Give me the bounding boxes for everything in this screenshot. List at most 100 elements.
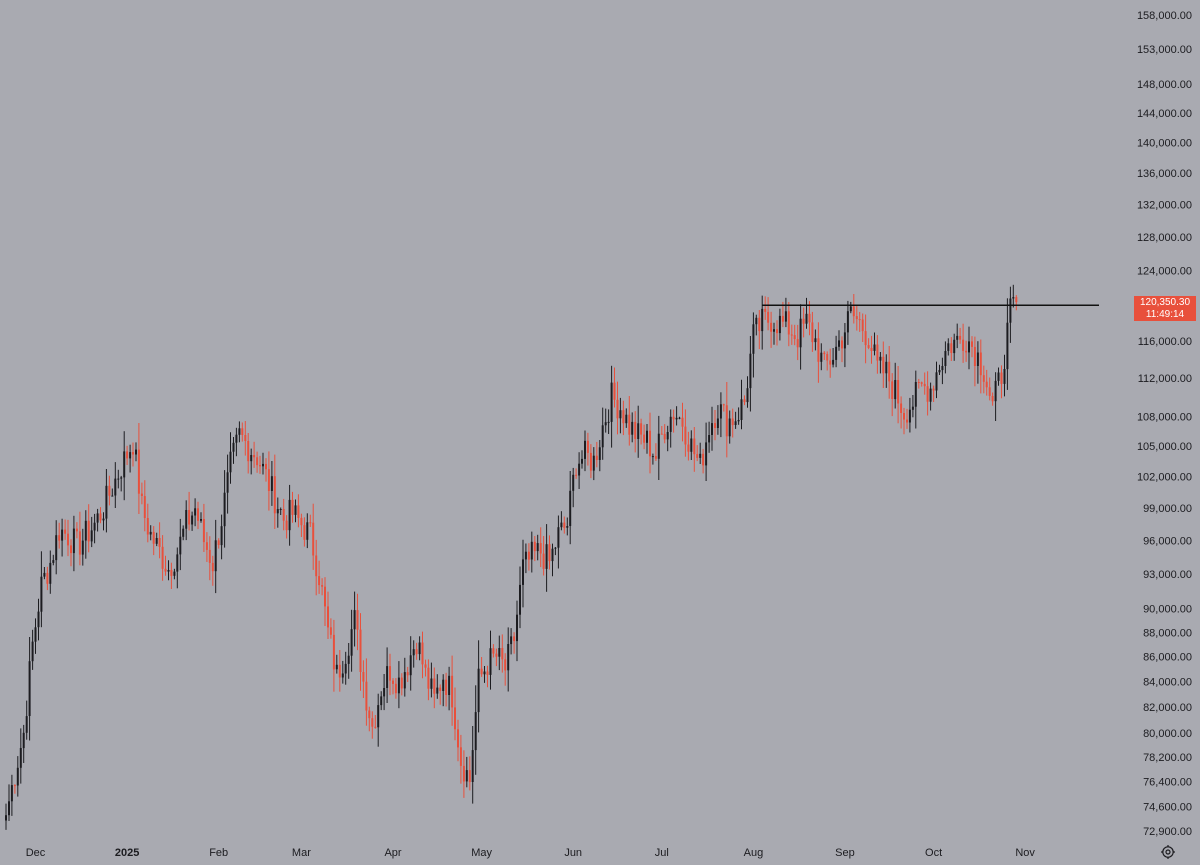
candle	[270, 461, 273, 506]
candle-body	[524, 551, 527, 560]
candle-body	[527, 551, 530, 560]
candle	[858, 311, 861, 332]
candle	[143, 480, 146, 532]
candle-body	[253, 455, 256, 458]
candle	[784, 297, 787, 328]
candle	[637, 405, 640, 458]
candle	[374, 715, 377, 729]
candle	[708, 421, 711, 453]
candle	[519, 566, 521, 629]
candle	[359, 613, 362, 691]
chart-settings-button[interactable]	[1160, 844, 1176, 860]
time-axis[interactable]: Dec 2025 Feb Mar Apr May Jun Jul Aug Sep Oct Nov	[26, 847, 1036, 859]
candle-body	[566, 526, 569, 528]
candle-body	[424, 664, 427, 668]
x-tick-label: Mar	[292, 847, 311, 859]
candle	[971, 336, 973, 358]
candle-body	[660, 433, 663, 435]
candle-body	[235, 434, 238, 443]
candle-body	[885, 361, 888, 374]
candle	[265, 458, 267, 482]
candle-body	[312, 522, 315, 556]
candle	[202, 503, 205, 552]
candle	[412, 640, 415, 668]
y-tick-label: 76,400.00	[1143, 777, 1192, 789]
candle	[536, 534, 539, 561]
candle-body	[406, 672, 409, 676]
candle-body	[327, 606, 329, 628]
candle	[790, 324, 793, 345]
candle	[273, 454, 276, 529]
candle-body	[474, 712, 477, 751]
candle	[344, 651, 347, 685]
candle-body	[294, 505, 297, 515]
candle-body	[152, 531, 155, 544]
candle	[610, 365, 613, 448]
candle	[149, 525, 152, 541]
candle-body	[137, 449, 140, 494]
candle	[81, 528, 84, 566]
candle-body	[1012, 297, 1015, 299]
candle-body	[817, 338, 820, 362]
candle-body	[557, 527, 560, 548]
candle	[914, 370, 917, 429]
candle-body	[241, 428, 244, 435]
candle-body	[714, 423, 716, 428]
candle	[539, 527, 542, 568]
candle-body	[705, 442, 708, 466]
candle	[867, 338, 870, 350]
candle	[291, 491, 294, 523]
candle	[232, 437, 235, 464]
candle	[767, 297, 770, 331]
price-axis[interactable]: 158,000.00 153,000.00 148,000.00 144,000.00…	[1137, 10, 1192, 838]
candle	[737, 407, 740, 425]
candle	[675, 406, 678, 426]
candle-body	[778, 315, 781, 334]
candle-body	[270, 476, 273, 491]
candle-body	[13, 785, 16, 787]
candle-body	[572, 474, 575, 491]
candle-body	[846, 311, 849, 333]
candle	[826, 351, 829, 371]
candle-body	[397, 677, 400, 694]
candle	[530, 531, 533, 573]
candle	[400, 673, 403, 696]
candle	[300, 513, 303, 537]
candle	[548, 535, 551, 570]
candle-body	[191, 515, 194, 525]
candle-body	[197, 508, 199, 521]
candle-body	[10, 785, 13, 802]
candle	[625, 408, 628, 428]
candle-body	[430, 678, 433, 689]
candle-body	[365, 681, 368, 711]
candle-body	[979, 352, 982, 376]
candle	[489, 630, 492, 690]
candle-body	[702, 453, 705, 466]
candle-body	[911, 406, 914, 410]
candle-body	[696, 454, 699, 458]
candle	[58, 522, 61, 549]
candle	[646, 424, 648, 454]
candle	[164, 555, 167, 576]
y-tick-label: 116,000.00	[1138, 336, 1192, 348]
candle	[217, 538, 220, 549]
candle	[197, 501, 199, 530]
candle-body	[1003, 369, 1006, 384]
candle	[16, 756, 19, 797]
candle	[22, 724, 25, 763]
candle	[173, 568, 176, 580]
candle-body	[123, 451, 126, 478]
candle-body	[554, 547, 557, 549]
candle-body	[232, 442, 235, 452]
candle	[93, 513, 96, 544]
candle-body	[976, 352, 979, 366]
candle-body	[182, 528, 185, 537]
candle-body	[22, 732, 25, 749]
x-tick-label: Apr	[384, 847, 401, 859]
candle-body	[179, 536, 182, 555]
candle-body	[616, 399, 619, 419]
candle-body	[394, 683, 397, 694]
gear-icon	[1161, 845, 1175, 859]
candle	[267, 451, 270, 511]
